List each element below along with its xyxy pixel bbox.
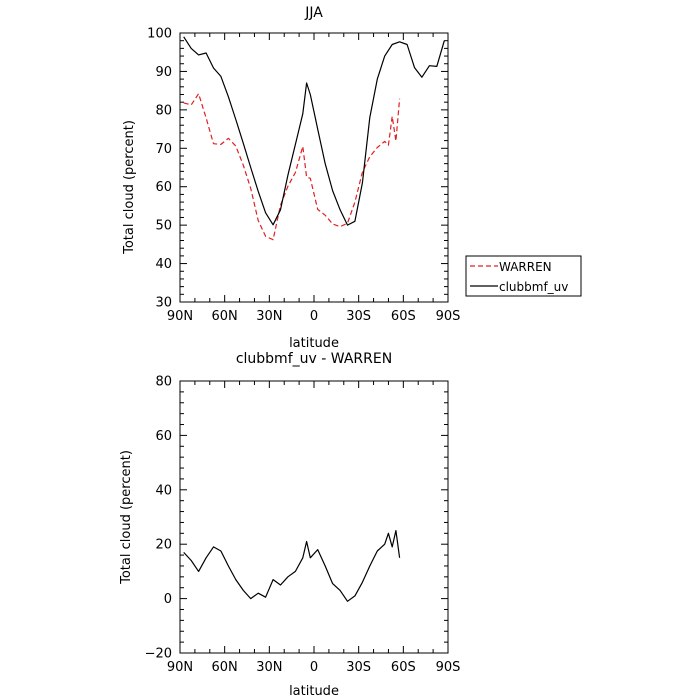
series-line-difference <box>183 529 401 602</box>
series-group <box>183 36 445 241</box>
chart-title: JJA <box>304 5 323 21</box>
series-group <box>183 529 401 602</box>
y-tick-label: 60 <box>155 180 172 195</box>
x-tick-label: 30N <box>256 660 282 675</box>
x-tick-label: 60S <box>391 660 416 675</box>
x-tick-label: 60N <box>212 309 238 324</box>
legend-box <box>465 255 582 297</box>
y-tick-label: 80 <box>155 375 172 390</box>
y-tick-label: 0 <box>164 592 172 607</box>
x-tick-label: 60S <box>391 309 416 324</box>
plot-frame <box>179 380 449 654</box>
y-axis-label: Total cloud (percent) <box>119 450 134 585</box>
y-tick-label: 70 <box>155 142 172 157</box>
y-tick-label: 40 <box>155 483 172 498</box>
y-tick-label: 20 <box>155 538 172 553</box>
chart-title: clubbmf_uv - WARREN <box>236 351 392 367</box>
y-tick-label: 60 <box>155 429 172 444</box>
x-tick-label: 90S <box>436 309 461 324</box>
y-axis: −20 0 20 40 60 80 <box>145 375 448 662</box>
y-tick-label: 30 <box>155 296 172 311</box>
x-axis-label: latitude <box>289 684 339 699</box>
x-tick-label: 90N <box>167 660 193 675</box>
x-tick-label: 90N <box>167 309 193 324</box>
y-tick-label: 80 <box>155 103 172 118</box>
x-tick-label: 30S <box>346 309 371 324</box>
x-tick-label: 0 <box>310 309 318 324</box>
y-tick-label: 90 <box>155 65 172 80</box>
panel-difference: clubbmf_uv - WARREN −20 0 20 40 60 80 90N 60N 3… <box>119 351 460 699</box>
y-tick-label: 40 <box>155 257 172 272</box>
x-tick-label: 90S <box>436 660 461 675</box>
x-axis-label: latitude <box>289 336 339 351</box>
series-line-clubbmf-uv <box>183 36 445 226</box>
x-axis: 90N 60N 30N 0 30S 60S 90S <box>167 33 461 324</box>
legend: WARREN clubbmf_uv <box>465 255 582 297</box>
y-tick-label: −20 <box>145 647 172 662</box>
legend-label-warren: WARREN <box>499 260 552 274</box>
x-tick-label: 30S <box>346 660 371 675</box>
x-tick-label: 0 <box>310 660 318 675</box>
plot-frame <box>179 32 449 303</box>
y-axis: 30 40 50 60 70 80 90 100 <box>147 27 448 311</box>
y-tick-label: 50 <box>155 219 172 234</box>
series-line-warren <box>183 93 401 241</box>
y-axis-label: Total cloud (percent) <box>122 120 137 255</box>
x-tick-label: 30N <box>256 309 282 324</box>
legend-label-clubbmf: clubbmf_uv <box>499 280 568 294</box>
y-tick-label: 100 <box>147 27 172 42</box>
x-axis: 90N 60N 30N 0 30S 60S 90S <box>167 381 461 675</box>
x-tick-label: 60N <box>212 660 238 675</box>
